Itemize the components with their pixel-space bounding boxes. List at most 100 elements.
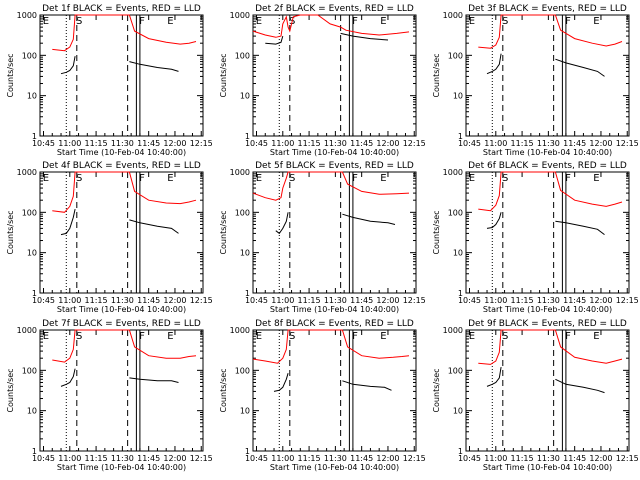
y-tick-label: 1000 bbox=[230, 168, 250, 177]
plot-frame bbox=[465, 14, 630, 137]
panel-7: Det 7f BLACK = Events, RED = LLD E S F E 1 10 1… bbox=[6, 319, 213, 472]
marker-label: S bbox=[76, 331, 82, 342]
marker-label: F bbox=[139, 173, 145, 184]
events-series-line bbox=[129, 219, 179, 234]
x-tick-label: 12:15 bbox=[616, 296, 639, 305]
x-tick-label: 11:00 bbox=[58, 296, 81, 305]
marker-label: S bbox=[289, 331, 295, 342]
y-axis-label: Counts/sec bbox=[6, 368, 15, 412]
x-tick-label: 11:15 bbox=[511, 139, 534, 148]
panel-title: Det 3f BLACK = Events, RED = LLD bbox=[468, 4, 627, 14]
y-tick-label: 1 bbox=[458, 132, 463, 141]
marker-label: E bbox=[380, 16, 386, 27]
marker-label: E bbox=[380, 331, 386, 342]
x-tick-label: 11:30 bbox=[111, 454, 134, 463]
y-tick-label: 1000 bbox=[443, 11, 463, 20]
y-tick-label: 1 bbox=[245, 447, 250, 456]
x-axis-label: Start Time (10-Feb-04 10:40:00) bbox=[270, 305, 399, 314]
lld-series-line bbox=[478, 14, 623, 49]
panel-title: Det 4f BLACK = Events, RED = LLD bbox=[42, 161, 201, 171]
panel-title: Det 6f BLACK = Events, RED = LLD bbox=[468, 161, 627, 171]
events-series-line bbox=[486, 367, 502, 387]
y-axis-label: Counts/sec bbox=[432, 368, 441, 412]
events-series-line bbox=[60, 208, 76, 236]
y-axis-label: Counts/sec bbox=[6, 210, 15, 254]
plot-frame bbox=[39, 171, 204, 294]
x-tick-label: 12:00 bbox=[163, 454, 186, 463]
events-series-line bbox=[342, 380, 392, 391]
plot-frame bbox=[465, 171, 630, 294]
marker-label: E bbox=[43, 331, 49, 342]
marker-label: S bbox=[289, 173, 295, 184]
x-tick-label: 12:00 bbox=[376, 139, 399, 148]
panel-title: Det 1f BLACK = Events, RED = LLD bbox=[42, 4, 201, 14]
x-tick-label: 10:45 bbox=[32, 139, 55, 148]
x-tick-label: 12:15 bbox=[403, 296, 426, 305]
events-series-line bbox=[340, 32, 389, 41]
x-tick-label: 11:45 bbox=[137, 139, 160, 148]
x-tick-label: 11:30 bbox=[111, 139, 134, 148]
x-tick-label: 11:15 bbox=[85, 296, 108, 305]
y-tick-label: 1000 bbox=[17, 11, 37, 20]
y-tick-label: 100 bbox=[22, 208, 37, 217]
y-tick-label: 1 bbox=[458, 447, 463, 456]
x-tick-label: 12:15 bbox=[190, 454, 213, 463]
y-axis-label: Counts/sec bbox=[219, 368, 228, 412]
marker-label: E bbox=[43, 173, 49, 184]
marker-label: E bbox=[469, 173, 475, 184]
lld-series-line bbox=[52, 171, 197, 213]
x-tick-label: 11:45 bbox=[350, 454, 373, 463]
x-tick-label: 10:45 bbox=[32, 454, 55, 463]
events-series-line bbox=[60, 56, 76, 75]
x-tick-label: 11:45 bbox=[137, 454, 160, 463]
y-tick-label: 10 bbox=[27, 92, 37, 101]
x-tick-label: 12:00 bbox=[376, 454, 399, 463]
x-tick-label: 12:00 bbox=[589, 139, 612, 148]
x-tick-label: 11:45 bbox=[563, 296, 586, 305]
y-tick-label: 10 bbox=[453, 407, 463, 416]
x-tick-label: 11:30 bbox=[537, 454, 560, 463]
x-tick-label: 11:00 bbox=[58, 454, 81, 463]
y-tick-label: 1 bbox=[32, 289, 37, 298]
events-series-line bbox=[555, 220, 605, 235]
x-tick-label: 12:00 bbox=[589, 454, 612, 463]
marker-label: E bbox=[43, 16, 49, 27]
x-tick-label: 11:00 bbox=[484, 454, 507, 463]
y-tick-label: 1 bbox=[32, 447, 37, 456]
x-tick-label: 11:15 bbox=[298, 296, 321, 305]
panel-title: Det 8f BLACK = Events, RED = LLD bbox=[255, 319, 414, 329]
plot-frame bbox=[39, 329, 204, 452]
y-tick-label: 100 bbox=[448, 366, 463, 375]
x-tick-label: 12:00 bbox=[376, 296, 399, 305]
x-tick-label: 11:00 bbox=[271, 139, 294, 148]
events-series-line bbox=[555, 58, 605, 77]
y-tick-label: 1000 bbox=[230, 326, 250, 335]
x-tick-label: 11:45 bbox=[350, 296, 373, 305]
marker-label: E bbox=[593, 16, 599, 27]
x-tick-label: 11:00 bbox=[484, 296, 507, 305]
x-tick-label: 12:15 bbox=[616, 454, 639, 463]
x-axis-label: Start Time (10-Feb-04 10:40:00) bbox=[483, 148, 612, 157]
x-axis-label: Start Time (10-Feb-04 10:40:00) bbox=[483, 463, 612, 472]
marker-label: F bbox=[352, 331, 358, 342]
x-tick-label: 11:00 bbox=[271, 454, 294, 463]
marker-label: S bbox=[502, 16, 508, 27]
y-tick-label: 100 bbox=[235, 51, 250, 60]
marker-label: E bbox=[593, 173, 599, 184]
marker-label: F bbox=[565, 331, 571, 342]
events-series-line bbox=[486, 53, 502, 75]
lld-series-line bbox=[478, 171, 623, 212]
x-tick-label: 10:45 bbox=[458, 296, 481, 305]
x-tick-label: 12:15 bbox=[403, 139, 426, 148]
x-axis-label: Start Time (10-Feb-04 10:40:00) bbox=[57, 305, 186, 314]
events-series-line bbox=[275, 212, 289, 235]
x-axis-label: Start Time (10-Feb-04 10:40:00) bbox=[57, 148, 186, 157]
y-axis-label: Counts/sec bbox=[6, 53, 15, 97]
marker-label: E bbox=[167, 16, 173, 27]
x-tick-label: 10:45 bbox=[245, 454, 268, 463]
marker-label: E bbox=[593, 331, 599, 342]
marker-label: E bbox=[380, 173, 386, 184]
lld-series-line bbox=[252, 171, 410, 201]
